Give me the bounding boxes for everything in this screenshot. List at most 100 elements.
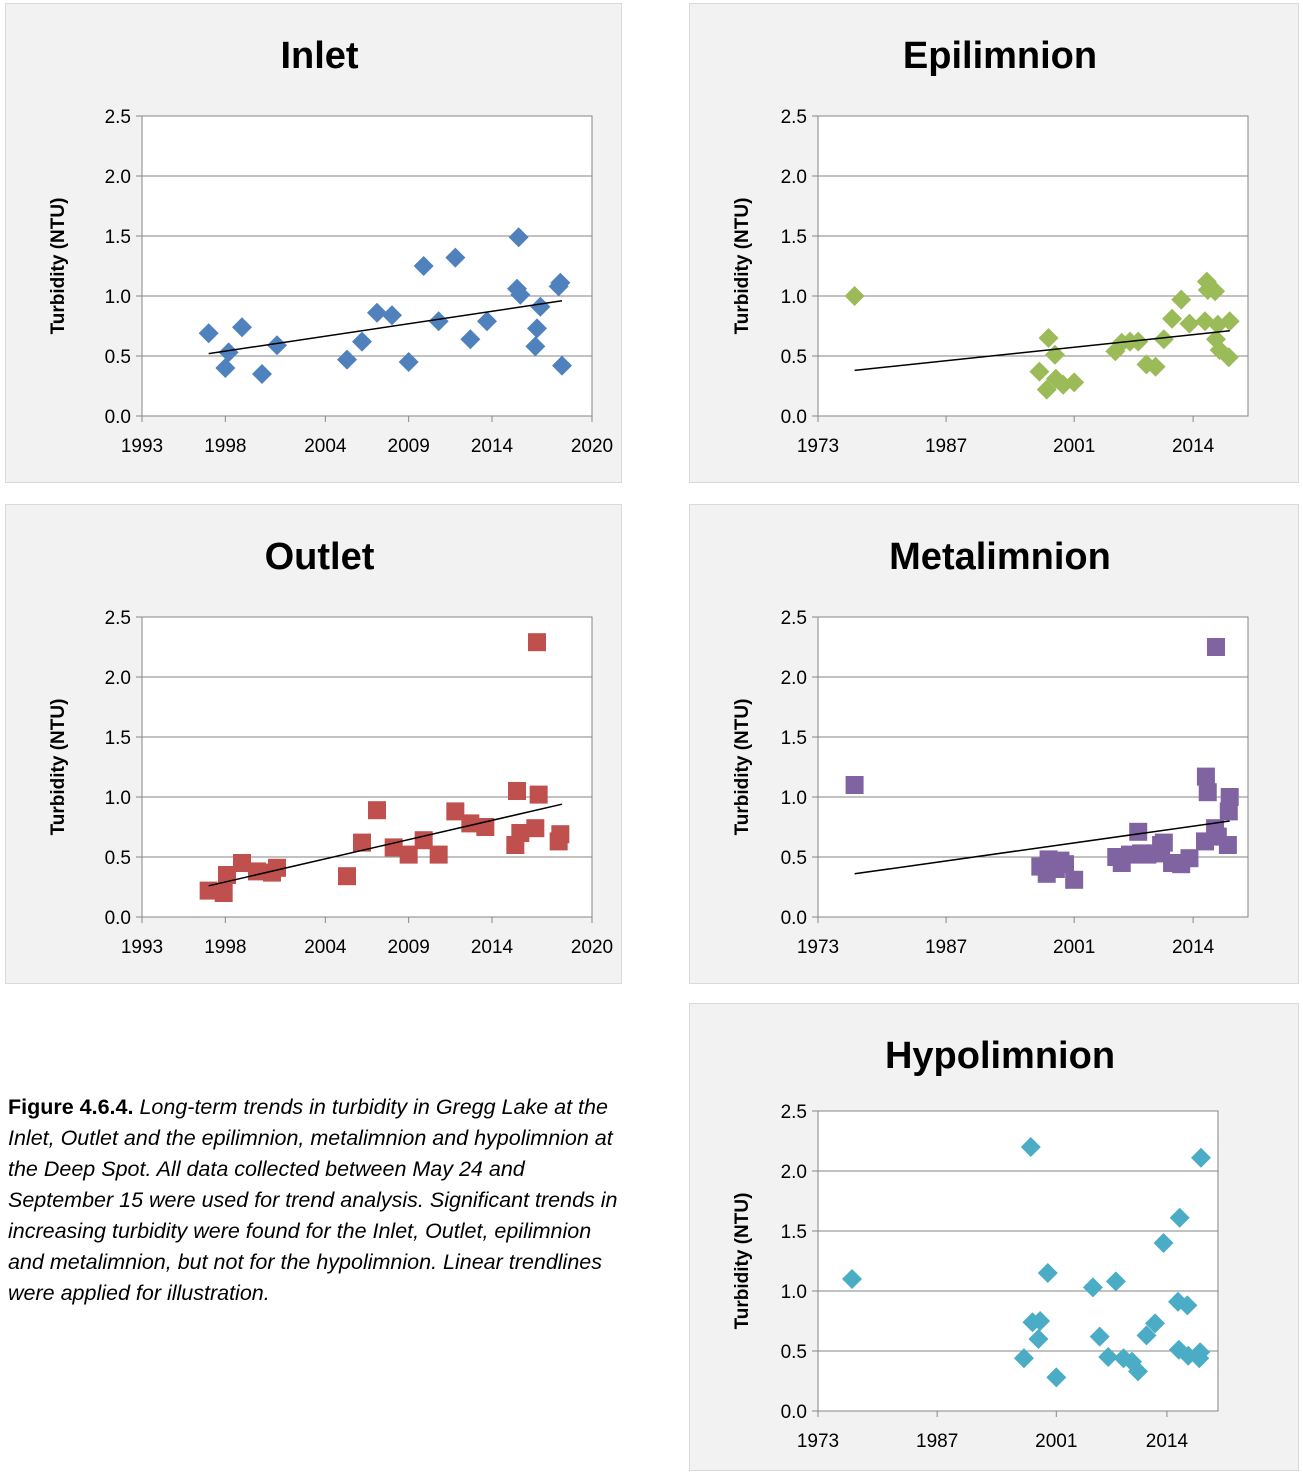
data-point (428, 311, 449, 332)
x-tick-label: 1993 (121, 937, 163, 958)
data-point (399, 845, 418, 864)
y-tick-label: 0.5 (781, 1342, 807, 1363)
data-point (551, 825, 570, 844)
data-point (1098, 1347, 1119, 1367)
y-axis-label: Turbidity (NTU) (732, 1193, 753, 1330)
data-point (1082, 1277, 1103, 1298)
y-tick-label: 2.5 (105, 608, 131, 629)
data-point (1128, 331, 1149, 352)
data-point (214, 884, 233, 902)
data-point (1190, 1342, 1211, 1363)
data-point (460, 329, 481, 350)
y-tick-label: 0.0 (781, 407, 807, 428)
data-point (1038, 328, 1059, 348)
data-point (525, 336, 546, 357)
data-point (337, 349, 357, 370)
x-tick-label: 1973 (797, 1431, 839, 1452)
data-point (1218, 836, 1237, 854)
x-tick-label: 2020 (571, 937, 613, 958)
x-tick-label: 1973 (797, 937, 839, 958)
data-point (1037, 1263, 1058, 1283)
chart-hypolimnion: Hypolimnion 0.0 0.5 1.0 1.5 2.0 2.5 1973 1987 200… (732, 1035, 1219, 1452)
x-tick-label: 1987 (925, 436, 967, 457)
y-tick-label: 0.0 (105, 407, 131, 428)
data-point (198, 323, 219, 344)
data-point (1013, 1348, 1034, 1369)
x-tick-label: 2009 (388, 436, 430, 457)
data-point (232, 317, 252, 338)
data-point (1056, 855, 1075, 874)
data-point (1220, 788, 1239, 806)
data-point (526, 819, 545, 838)
trendline (854, 330, 1230, 372)
data-point (1206, 638, 1225, 656)
data-point (1190, 1147, 1211, 1168)
data-point (353, 833, 371, 852)
y-tick-label: 0.5 (105, 347, 131, 368)
data-point (1128, 1361, 1148, 1382)
data-point (252, 364, 272, 384)
data-point (1145, 1313, 1166, 1334)
data-point (1028, 1329, 1049, 1349)
data-point (1154, 833, 1173, 852)
x-tick-label: 2020 (571, 436, 613, 457)
y-tick-label: 0.0 (781, 1402, 807, 1423)
chart-title: Outlet (265, 536, 375, 578)
chart-panel-metalimnion: Metalimnion 0.0 0.5 1.0 1.5 2.0 2.5 1973 1987 200… (689, 504, 1299, 984)
data-point (218, 866, 236, 884)
figure-caption-label: Figure 4.6.4. (8, 1095, 134, 1119)
data-point (511, 824, 530, 842)
plot-area (141, 115, 593, 417)
x-tick-label: 2014 (471, 436, 514, 457)
y-tick-label: 1.0 (781, 287, 807, 308)
data-point (1046, 1367, 1067, 1388)
x-tick-label: 1987 (925, 937, 967, 958)
data-point (1129, 822, 1148, 841)
x-tick-label: 1998 (204, 436, 246, 457)
x-tick-label: 2004 (304, 436, 347, 457)
y-tick-label: 0.5 (781, 848, 807, 869)
data-point (233, 854, 251, 872)
y-axis-label: Turbidity (NTU) (48, 699, 69, 836)
y-tick-label: 1.0 (781, 1282, 807, 1303)
x-tick-label: 2014 (1172, 937, 1215, 958)
data-point (508, 782, 526, 800)
data-point (368, 801, 386, 820)
y-tick-label: 2.0 (105, 668, 131, 689)
chart-panel-outlet: Outlet 0.0 0.5 1.0 1.5 2.0 2.5 1993 1998 2004 2009… (5, 504, 622, 984)
y-tick-label: 2.0 (781, 668, 807, 689)
data-point (552, 355, 572, 376)
data-point (1207, 314, 1228, 335)
figure-caption-text: Long-term trends in turbidity in Gregg L… (8, 1095, 618, 1305)
y-tick-label: 0.5 (105, 848, 131, 869)
data-point (1219, 311, 1240, 332)
data-point (1180, 849, 1199, 868)
chart-title: Epilimnion (903, 35, 1097, 77)
data-point (1136, 1325, 1157, 1346)
data-point (384, 838, 403, 857)
data-point (338, 867, 356, 886)
data-point (530, 296, 551, 317)
data-point (1168, 1291, 1188, 1312)
data-point (1218, 347, 1239, 368)
x-tick-label: 2001 (1053, 436, 1095, 457)
x-tick-label: 1973 (797, 436, 839, 457)
y-tick-label: 2.5 (105, 107, 131, 128)
trendline (208, 803, 563, 887)
data-point (446, 802, 465, 821)
data-point (528, 633, 546, 652)
data-point (1020, 1137, 1041, 1157)
data-point (1205, 329, 1226, 350)
data-point (1179, 313, 1200, 334)
x-tick-label: 1987 (916, 1431, 958, 1452)
data-point (367, 302, 387, 323)
data-point (1196, 767, 1215, 786)
data-point (199, 881, 218, 900)
y-tick-label: 0.5 (781, 347, 807, 368)
data-point (1177, 1295, 1198, 1316)
y-tick-label: 1.5 (781, 1222, 807, 1243)
data-point (268, 858, 286, 877)
data-point (527, 318, 547, 339)
trendline (208, 300, 563, 355)
chart-panel-hypolimnion: Hypolimnion 0.0 0.5 1.0 1.5 2.0 2.5 1973 1987 200… (689, 1003, 1299, 1471)
